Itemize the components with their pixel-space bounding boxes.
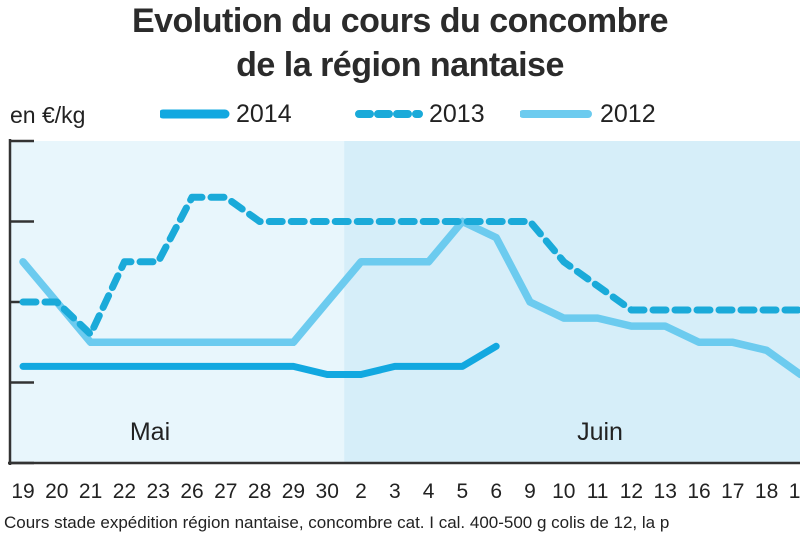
x-tick-label: 30 xyxy=(316,480,339,503)
x-tick-label: 26 xyxy=(180,480,203,503)
y-axis-unit-label: en €/kg xyxy=(10,102,86,128)
x-tick-label: 27 xyxy=(214,480,237,503)
x-tick-label: 6 xyxy=(490,480,502,503)
legend-swatch-2014 xyxy=(160,109,230,119)
x-tick-label: 20 xyxy=(45,480,68,503)
x-tick-label: 17 xyxy=(721,480,744,503)
series-line-2014 xyxy=(19,342,500,378)
month-label-mai: Mai xyxy=(130,418,170,446)
x-tick-label: 16 xyxy=(687,480,710,503)
x-tick-label: 2 xyxy=(355,480,367,503)
legend-label-2014: 2014 xyxy=(236,100,292,128)
series-line-2012 xyxy=(19,217,800,379)
x-tick-label: 12 xyxy=(620,480,643,503)
x-tick-label: 18 xyxy=(755,480,778,503)
x-tick-label: 5 xyxy=(457,480,469,503)
legend-swatch-2013 xyxy=(355,110,423,118)
x-tick-label: 21 xyxy=(79,480,102,503)
x-tick-label: 19 xyxy=(11,480,34,503)
x-tick-label: 29 xyxy=(282,480,305,503)
x-tick-label: 19 xyxy=(789,480,800,503)
month-panel xyxy=(10,141,345,463)
series-line-2013 xyxy=(19,193,800,338)
x-tick-label: 3 xyxy=(389,480,401,503)
x-tick-label: 23 xyxy=(147,480,170,503)
legend-swatch-2012 xyxy=(520,110,592,118)
chart-title: Evolution du cours du concombre xyxy=(131,2,669,40)
month-panel xyxy=(344,141,800,463)
x-tick-label: 13 xyxy=(654,480,677,503)
x-tick-label: 9 xyxy=(524,480,536,503)
month-label-juin: Juin xyxy=(577,418,623,446)
legend-label-2013: 2013 xyxy=(429,100,485,128)
x-tick-label: 4 xyxy=(423,480,435,503)
x-tick-label: 28 xyxy=(248,480,271,503)
x-tick-label: 10 xyxy=(552,480,575,503)
footnote: Cours stade expédition région nantaise, … xyxy=(4,513,670,532)
x-tick-label: 11 xyxy=(587,480,609,503)
x-tick-label: 22 xyxy=(113,480,136,503)
chart-subtitle: de la région nantaise xyxy=(236,46,564,84)
legend-label-2012: 2012 xyxy=(600,100,656,128)
